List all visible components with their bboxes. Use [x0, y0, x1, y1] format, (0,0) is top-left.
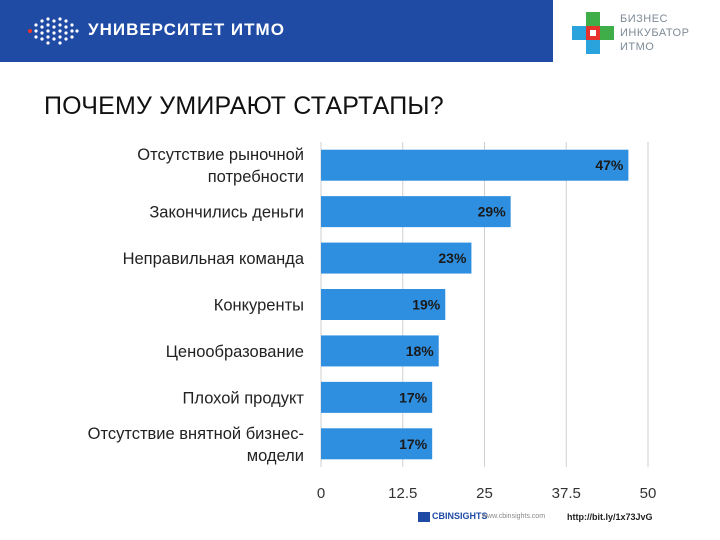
bar-value-label-2: 23%	[438, 250, 467, 266]
category-label-5: Плохой продукт	[183, 389, 305, 407]
category-label-6: Отсутствие внятной бизнес-модели	[88, 425, 304, 465]
incubator-line-3: ИТМО	[620, 41, 655, 53]
category-label-0-line-1: потребности	[208, 168, 304, 186]
page-title: ПОЧЕМУ УМИРАЮТ СТАРТАПЫ?	[44, 92, 444, 120]
incubator-logo: БИЗНЕС ИНКУБАТОР ИТМО	[572, 8, 712, 60]
bar-1	[321, 196, 511, 228]
bar-4	[321, 335, 439, 367]
bar-value-label-5: 17%	[399, 389, 428, 405]
bar-value-label-0: 47%	[595, 157, 624, 173]
cbinsights-logo-icon	[418, 511, 430, 522]
category-label-6-line-0: Отсутствие внятной бизнес-	[88, 425, 304, 443]
university-name: УНИВЕРСИТЕТ ИТМО	[88, 20, 285, 39]
bar-0	[321, 149, 629, 181]
x-tick-label-4: 50	[640, 485, 657, 502]
itmo-dots-logo-icon	[28, 17, 79, 45]
x-tick-label-0: 0	[317, 485, 325, 502]
x-tick-label-1: 12.5	[388, 485, 417, 502]
cbinsights-logo-text: CBINSIGHTS	[432, 511, 488, 521]
category-label-0: Отсутствие рыночной потребности	[137, 146, 304, 186]
bar-3	[321, 289, 446, 320]
category-label-4-line-0: Ценообразование	[166, 343, 304, 361]
category-label-5-line-0: Плохой продукт	[183, 389, 305, 407]
category-label-4: Ценообразование	[166, 343, 304, 361]
source-link[interactable]: http://bit.ly/1x73JvG	[567, 512, 653, 522]
category-label-3: Конкуренты	[214, 297, 304, 315]
bar-6	[321, 428, 433, 460]
startup-failure-bar-chart: 0 12.5 25 37.5 50 47% Отсутствие рыночной потре…	[88, 142, 657, 502]
header-bar: УНИВЕРСИТЕТ ИТМО	[0, 0, 553, 62]
bar-2	[321, 242, 472, 274]
category-label-3-line-0: Конкуренты	[214, 297, 304, 315]
incubator-name: БИЗНЕС ИНКУБАТОР ИТМО	[620, 12, 689, 54]
footer-site: www.cbinsights.com	[482, 513, 546, 520]
bar-value-label-1: 29%	[478, 204, 507, 220]
x-tick-label-3: 37.5	[552, 485, 581, 502]
category-label-1: Закончились деньги	[149, 204, 304, 222]
category-label-1-line-0: Закончились деньги	[149, 204, 304, 222]
bar-value-label-6: 17%	[399, 436, 428, 452]
category-label-0-line-0: Отсутствие рыночной	[137, 146, 304, 164]
x-tick-label-2: 25	[476, 485, 493, 502]
bar-value-label-3: 19%	[412, 297, 441, 313]
category-label-6-line-1: модели	[247, 447, 304, 465]
bar-value-label-4: 18%	[406, 343, 435, 359]
cbinsights-logo: CBINSIGHTS	[418, 511, 488, 522]
incubator-line-1: БИЗНЕС	[620, 13, 668, 25]
category-label-2: Неправильная команда	[123, 250, 305, 268]
incubator-line-2: ИНКУБАТОР	[620, 27, 690, 39]
category-label-2-line-0: Неправильная команда	[123, 250, 305, 268]
bar-5	[321, 381, 433, 413]
incubator-cross-icon	[572, 12, 614, 54]
